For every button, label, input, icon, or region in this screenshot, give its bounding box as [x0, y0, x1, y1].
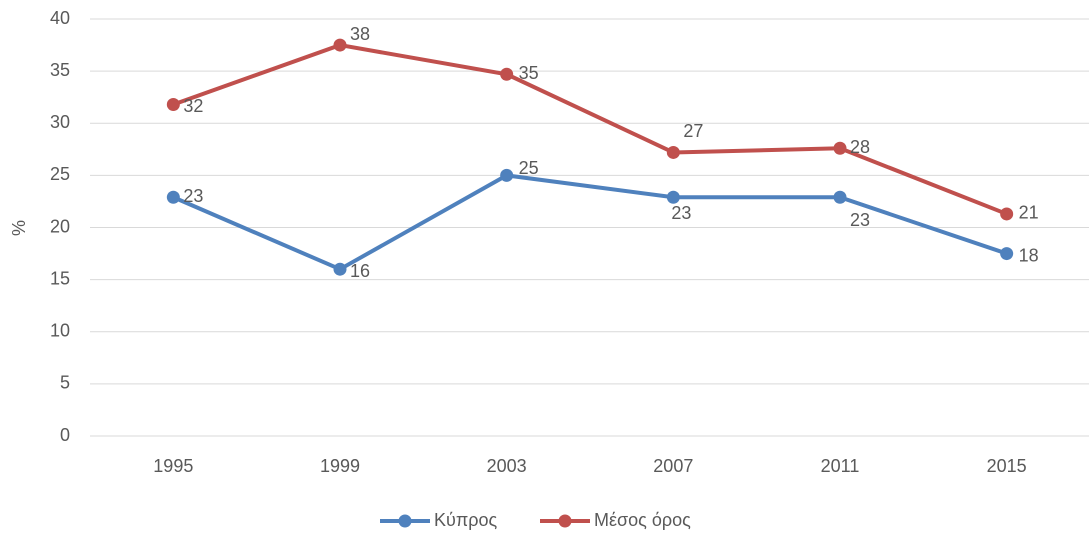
x-tick-label: 2007: [653, 456, 693, 476]
x-tick-label: 1995: [153, 456, 193, 476]
data-point: [833, 141, 847, 155]
y-tick-label: 10: [50, 321, 70, 341]
data-point: [500, 67, 514, 81]
y-axis-label: %: [9, 220, 29, 236]
data-point: [833, 190, 847, 204]
data-point: [666, 145, 680, 159]
y-tick-label: 30: [50, 112, 70, 132]
data-point: [166, 97, 180, 111]
data-point: [1000, 247, 1014, 261]
x-tick-label: 2003: [487, 456, 527, 476]
data-label: 38: [350, 24, 370, 44]
x-tick-label: 1999: [320, 456, 360, 476]
data-label: 23: [671, 203, 691, 223]
x-tick-label: 2015: [987, 456, 1027, 476]
data-point: [166, 190, 180, 204]
data-point: [333, 38, 347, 52]
data-label: 27: [683, 121, 703, 141]
y-tick-label: 25: [50, 164, 70, 184]
legend-marker: [398, 514, 412, 528]
data-point: [1000, 207, 1014, 221]
data-label: 25: [519, 158, 539, 178]
x-tick-label: 2011: [821, 456, 860, 476]
legend-marker: [558, 514, 572, 528]
data-label: 32: [183, 96, 203, 116]
data-label: 23: [183, 186, 203, 206]
data-label: 18: [1019, 245, 1039, 265]
legend-label: Μέσος όρος: [594, 510, 691, 530]
legend-label: Κύπρος: [434, 510, 498, 530]
y-tick-label: 20: [50, 216, 70, 236]
data-label: 28: [850, 137, 870, 157]
data-label: 21: [1019, 203, 1039, 223]
series-line: [172, 173, 1008, 272]
data-point: [500, 168, 514, 182]
data-label: 23: [850, 210, 870, 230]
y-tick-label: 40: [50, 8, 70, 28]
y-tick-label: 5: [60, 373, 70, 393]
data-label: 35: [519, 63, 539, 83]
data-point: [666, 190, 680, 204]
series-line: [172, 43, 1008, 216]
data-label: 16: [350, 261, 370, 281]
y-tick-label: 0: [60, 425, 70, 445]
y-tick-label: 15: [50, 268, 70, 288]
y-tick-label: 35: [50, 60, 70, 80]
data-point: [333, 262, 347, 276]
